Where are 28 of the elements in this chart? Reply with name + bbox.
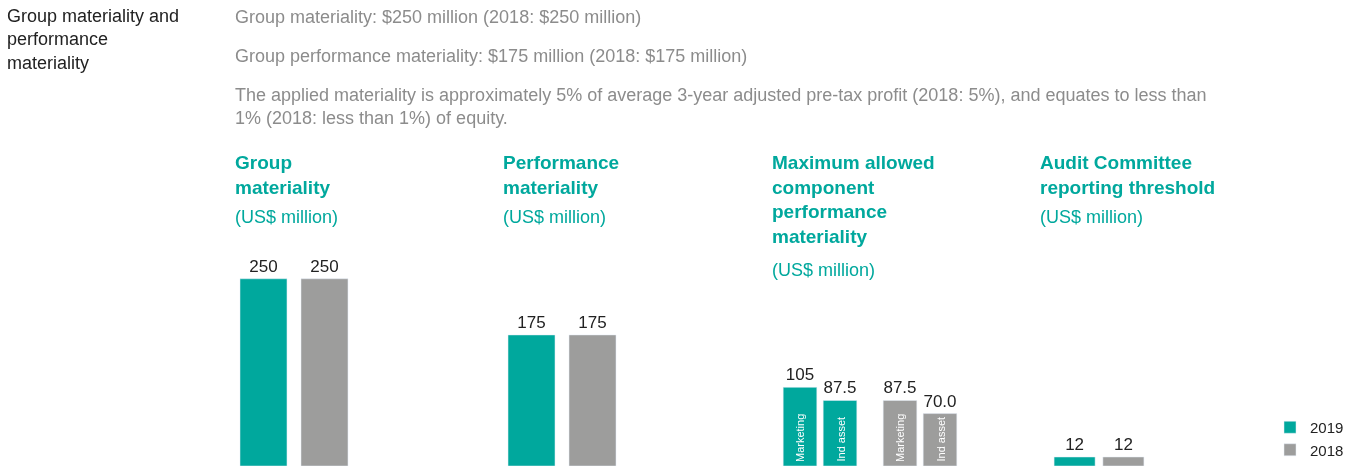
data-label: 175 bbox=[578, 312, 607, 332]
text: Group performance materiality: $175 million (2018: $175 million) bbox=[235, 46, 748, 66]
text: Marketing bbox=[894, 413, 906, 462]
chart-subtitle: (US$ million) bbox=[772, 260, 876, 280]
data-label: 250 bbox=[310, 256, 339, 276]
data-label: 87.5 bbox=[823, 378, 857, 398]
legend-label: 2019 bbox=[1310, 419, 1344, 437]
data-label: 175 bbox=[517, 312, 546, 332]
legend-label: 2018 bbox=[1310, 441, 1344, 459]
chart-subtitle: (US$ million) bbox=[1040, 207, 1144, 227]
text: Group materiality and performance materiality bbox=[7, 6, 180, 73]
text: Group materiality: $250 million (2018: $250 million) bbox=[235, 7, 642, 27]
chart-title: Group materiality bbox=[235, 152, 331, 198]
data-label: 12 bbox=[1065, 435, 1085, 455]
data-label: 12 bbox=[1113, 435, 1133, 455]
data-label: 87.5 bbox=[883, 378, 917, 398]
chart-title: Performance materiality bbox=[503, 152, 620, 198]
series-label: Marketing bbox=[794, 413, 806, 462]
data-label: 250 bbox=[249, 256, 278, 276]
text: The applied materiality is approximately 5% of average 3-year adjusted pre-tax profit (2018: 5%), and equates to less than 1% (2018: less than 1%) of equity. bbox=[235, 85, 1207, 129]
data-label: 70.0 bbox=[923, 391, 957, 411]
series-label: Ind asset bbox=[934, 416, 947, 462]
chart-title: Audit Committee reporting threshold bbox=[1040, 152, 1216, 198]
data-label: 105 bbox=[785, 365, 815, 385]
chart-subtitle: (US$ million) bbox=[503, 207, 607, 227]
chart-title: Maximum allowed component performance materiality bbox=[772, 152, 935, 248]
chart-subtitle: (US$ million) bbox=[235, 207, 339, 227]
text: Ind asset bbox=[834, 416, 847, 462]
